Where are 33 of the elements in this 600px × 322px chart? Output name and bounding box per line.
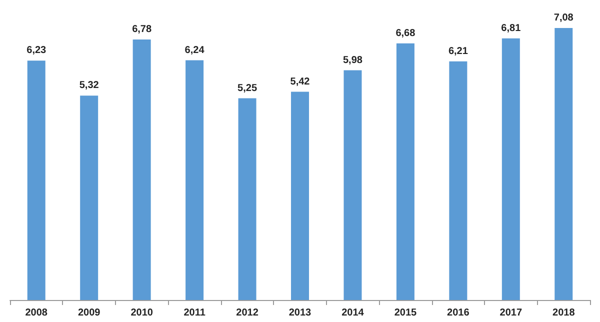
- x-tick-label: 2009: [78, 308, 101, 318]
- bar: [502, 38, 520, 300]
- x-tick-label: 2014: [342, 308, 364, 318]
- bar: [344, 70, 362, 300]
- bar: [291, 92, 309, 300]
- bar: [80, 96, 98, 300]
- data-label: 6,78: [132, 24, 152, 36]
- bar: [554, 28, 573, 300]
- x-tick-label: 2012: [236, 308, 259, 318]
- data-label: 6,24: [184, 44, 205, 56]
- x-tick-label: 2011: [184, 308, 206, 318]
- data-label: 5,25: [238, 82, 258, 94]
- bar: [186, 60, 204, 300]
- x-tick-label: 2015: [394, 308, 418, 318]
- x-tick-label: 2017: [500, 308, 522, 318]
- bar: [132, 40, 151, 300]
- data-label: 5,42: [290, 76, 310, 88]
- data-label: 7,08: [554, 12, 574, 24]
- x-tick-label: 2013: [288, 308, 312, 318]
- data-label: 6,21: [448, 46, 468, 57]
- bar: [449, 61, 468, 300]
- bar: [27, 60, 46, 300]
- data-label: 6,68: [396, 28, 416, 39]
- data-label: 5,98: [342, 54, 363, 66]
- x-tick-label: 2016: [447, 308, 470, 318]
- data-label: 5,32: [79, 80, 100, 92]
- data-label: 6,23: [26, 45, 47, 56]
- data-label: 6,81: [501, 22, 522, 34]
- bar: [238, 98, 256, 300]
- x-tick-label: 2008: [25, 308, 48, 318]
- x-tick-label: 2018: [552, 308, 576, 318]
- bar: [396, 43, 414, 300]
- x-tick-label: 2010: [130, 308, 154, 318]
